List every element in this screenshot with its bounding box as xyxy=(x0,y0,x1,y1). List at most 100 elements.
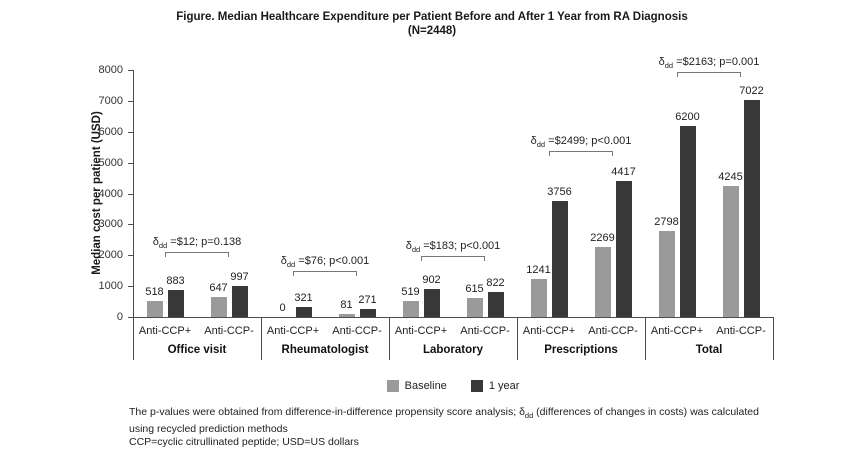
group-divider xyxy=(645,317,646,360)
group-divider xyxy=(133,317,134,360)
delta-bracket xyxy=(293,270,357,276)
y-tick xyxy=(128,100,133,102)
baseline-bar xyxy=(338,314,355,317)
y-tick-label: 8000 xyxy=(98,64,123,76)
y-tick-label: 3000 xyxy=(98,218,123,231)
footnote-line2: using recycled prediction methods xyxy=(129,422,288,435)
legend: Baseline 1 year xyxy=(133,380,773,392)
plot-area: 0 1000 2000 3000 4000 5000 6000 7000 8000 518 883 A… xyxy=(99,56,774,360)
subgroup-label: Anti-CCP+ xyxy=(266,325,320,337)
y-tick-label: 5000 xyxy=(98,156,123,169)
baseline-bar xyxy=(210,297,227,317)
one-year-bar xyxy=(615,180,632,317)
bar-value-label: 615 xyxy=(465,283,484,295)
group-label: Total xyxy=(695,344,723,356)
bar-value-label: 997 xyxy=(230,271,249,284)
subgroup-label: Anti-CCP- xyxy=(460,325,510,337)
delta-annotation: δdd =$183; p<0.001 xyxy=(405,240,501,255)
figure-title-line2: (N=2448) xyxy=(407,25,457,37)
one-year-bar xyxy=(295,307,312,317)
delta-annotation: δdd =$2499; p<0.001 xyxy=(530,135,632,150)
footnote-line3: CCP=cyclic citrullinated peptide; USD=US… xyxy=(129,436,359,449)
bar-value-label: 81 xyxy=(340,299,353,312)
y-tick xyxy=(128,286,133,288)
bar-value-label: 518 xyxy=(145,286,164,298)
y-tick-label: 1000 xyxy=(98,280,123,293)
baseline-bar xyxy=(722,185,739,317)
delta-bracket xyxy=(421,256,485,262)
bar-value-label: 519 xyxy=(401,285,420,298)
one-year-bar xyxy=(551,201,568,317)
one-year-bar xyxy=(167,289,184,317)
group-divider xyxy=(389,317,390,360)
subgroup-label: Anti-CCP- xyxy=(332,325,382,337)
legend-item-baseline: Baseline xyxy=(386,380,447,392)
bar-value-label: 7022 xyxy=(739,85,764,98)
group-divider xyxy=(261,317,262,360)
subgroup-label: Anti-CCP- xyxy=(716,325,766,337)
bar-value-label: 822 xyxy=(486,276,505,289)
legend-swatch-baseline xyxy=(386,380,399,392)
legend-item-1year: 1 year xyxy=(470,380,520,392)
bar-value-label: 4245 xyxy=(718,170,743,183)
delta-annotation: δdd =$2163; p=0.001 xyxy=(658,56,760,71)
y-tick-label: 2000 xyxy=(98,249,123,262)
bar-value-label: 2798 xyxy=(654,215,679,228)
bar-value-label: 647 xyxy=(209,282,228,295)
group-label: Laboratory xyxy=(422,344,484,356)
figure-title: Figure. Median Healthcare Expenditure pe… xyxy=(0,10,864,38)
y-tick-label: 4000 xyxy=(98,187,123,200)
one-year-bar xyxy=(679,125,696,317)
bar-value-label: 1241 xyxy=(526,263,551,276)
baseline-bar xyxy=(594,246,611,317)
subgroup-label: Anti-CCP+ xyxy=(138,325,192,337)
bar-value-label: 271 xyxy=(358,293,377,306)
baseline-bar xyxy=(530,278,547,317)
legend-label-baseline: Baseline xyxy=(404,380,447,392)
one-year-bar xyxy=(359,308,376,317)
group-label: Rheumatologist xyxy=(281,344,369,356)
bar-value-label: 4417 xyxy=(611,165,636,178)
footnote: The p-values were obtained from differen… xyxy=(129,406,759,450)
bar-value-label: 6200 xyxy=(675,110,700,123)
legend-swatch-1year xyxy=(470,380,483,392)
delta-bracket xyxy=(549,151,613,157)
group-divider xyxy=(517,317,518,360)
y-tick xyxy=(128,317,133,318)
subgroup-label: Anti-CCP- xyxy=(204,325,254,337)
y-tick xyxy=(128,193,133,195)
y-axis-line xyxy=(133,70,134,317)
legend-label-1year: 1 year xyxy=(488,380,520,392)
group-label: Prescriptions xyxy=(544,344,618,356)
figure-title-line1: Figure. Median Healthcare Expenditure pe… xyxy=(176,11,688,23)
y-tick-label: 0 xyxy=(116,311,123,323)
subgroup-label: Anti-CCP- xyxy=(588,325,638,337)
footnote-line1: The p-values were obtained from differen… xyxy=(129,406,759,421)
one-year-bar xyxy=(743,100,760,317)
baseline-bar xyxy=(402,300,419,317)
delta-bracket xyxy=(677,72,741,78)
y-tick xyxy=(128,224,133,226)
y-tick xyxy=(128,162,133,164)
y-tick xyxy=(128,255,133,257)
delta-bracket xyxy=(165,252,229,258)
bar-value-label: 883 xyxy=(166,274,185,287)
group-label: Office visit xyxy=(167,344,227,356)
y-tick xyxy=(128,70,133,71)
y-tick xyxy=(128,131,133,133)
bar-value-label: 0 xyxy=(279,302,286,314)
baseline-bar xyxy=(146,301,163,317)
y-tick-label: 7000 xyxy=(98,94,123,107)
delta-annotation: δdd =$12; p=0.138 xyxy=(152,236,242,251)
one-year-bar xyxy=(487,291,504,317)
bar-value-label: 902 xyxy=(422,274,441,287)
group-divider xyxy=(773,317,774,360)
delta-annotation: δdd =$76; p<0.001 xyxy=(280,254,370,270)
subgroup-label: Anti-CCP+ xyxy=(522,325,576,337)
one-year-bar xyxy=(423,289,440,317)
x-axis-line xyxy=(133,317,774,318)
y-tick-label: 6000 xyxy=(98,125,123,138)
bar-value-label: 3756 xyxy=(547,186,572,199)
bar-value-label: 2269 xyxy=(590,231,615,244)
